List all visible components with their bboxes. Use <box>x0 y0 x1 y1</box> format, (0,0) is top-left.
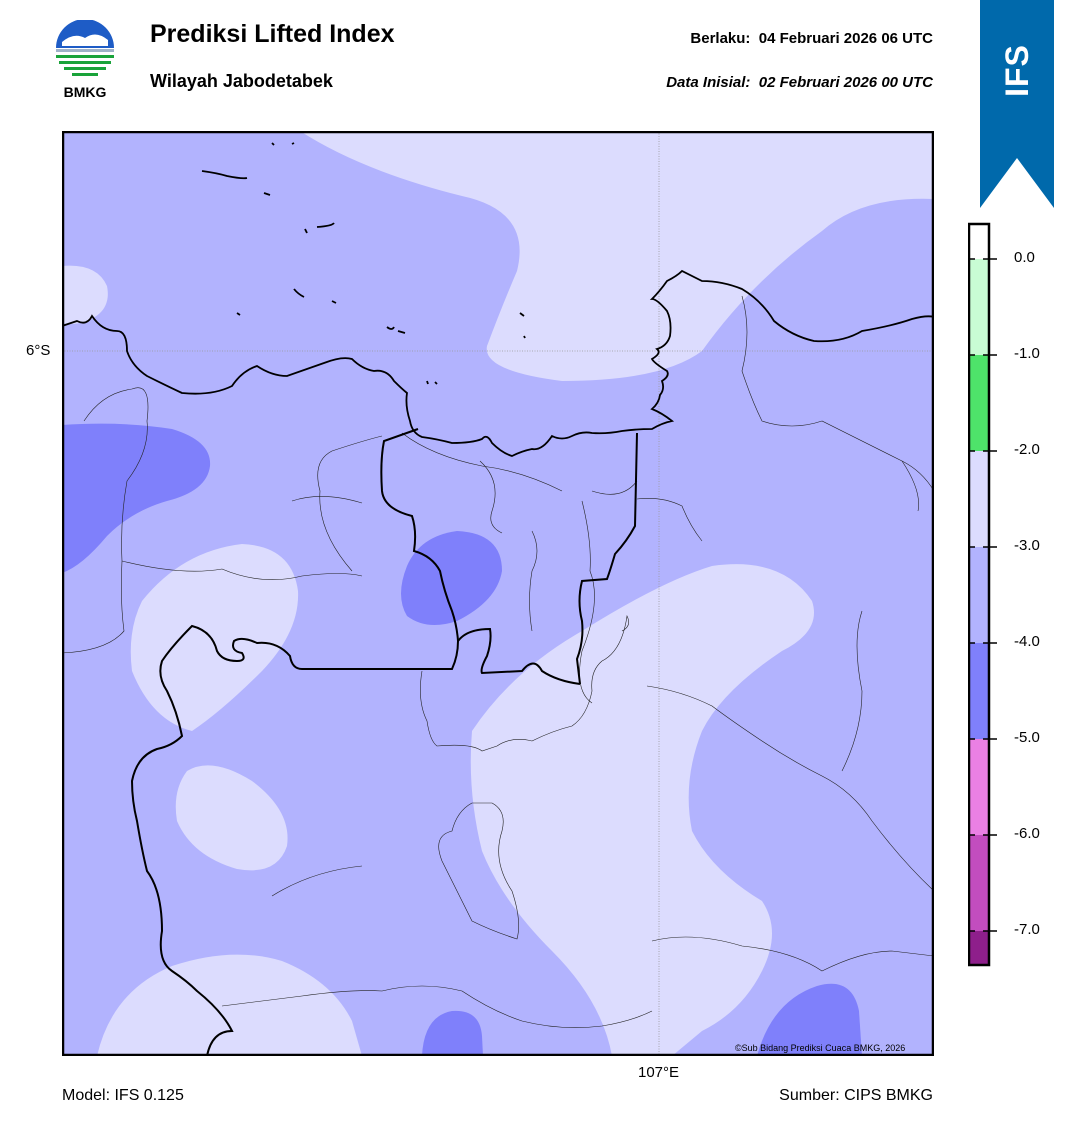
colorbar-band <box>969 224 989 259</box>
colorbar-ticks <box>969 258 997 932</box>
logo-label: BMKG <box>63 84 107 100</box>
coastline <box>62 269 934 457</box>
lifted-index-map <box>62 131 934 1056</box>
colorbar <box>968 222 997 967</box>
colorbar-band <box>969 451 989 547</box>
li-area-dark-center <box>401 531 502 625</box>
longitude-label: 107°E <box>638 1064 680 1081</box>
li-area-light-southwest-blob <box>175 765 288 871</box>
li-area-light-north <box>300 131 934 381</box>
colorbar-band <box>969 739 989 835</box>
colorbar-tick-label: -2.0 <box>1014 441 1040 458</box>
li-area-dark-west <box>62 423 211 573</box>
source-label: Sumber: CIPS BMKG <box>779 1087 933 1104</box>
model-label: Model: IFS 0.125 <box>62 1087 184 1104</box>
colorbar-band <box>969 931 989 965</box>
thousand-islands <box>201 142 526 385</box>
colorbar-tick-label: -4.0 <box>1014 633 1040 650</box>
map-frame <box>62 131 934 1056</box>
colorbar-tick-label: 0.0 <box>1014 249 1035 266</box>
ribbon-text: IFS <box>998 43 1035 97</box>
colorbar-band <box>969 355 989 451</box>
colorbar-band <box>969 547 989 643</box>
li-area-dark-south <box>422 1010 483 1056</box>
bmkg-emblem-icon <box>56 19 114 76</box>
li-area-light-center <box>470 564 814 1056</box>
colorbar-band <box>969 835 989 931</box>
valid-time: Berlaku: 04 Februari 2026 06 UTC <box>690 30 933 47</box>
province-boundaries <box>130 428 638 1056</box>
li-area-light-northwest <box>62 265 108 325</box>
model-ribbon <box>980 0 1054 208</box>
bmkg-logo: BMKG <box>52 19 118 102</box>
li-area-dark-southeast <box>757 983 862 1056</box>
colorbar-bands <box>969 224 989 965</box>
init-time: Data Inisial: 02 Februari 2026 00 UTC <box>666 74 933 91</box>
colorbar-tick-label: -5.0 <box>1014 729 1040 746</box>
latitude-label: 6°S <box>26 342 51 359</box>
colorbar-band <box>969 643 989 739</box>
colorbar-band <box>969 259 989 355</box>
colorbar-tick-label: -6.0 <box>1014 825 1040 842</box>
colorbar-tick-label: -3.0 <box>1014 537 1040 554</box>
chart-title: Prediksi Lifted Index <box>150 20 395 48</box>
ribbon-label: IFS <box>980 40 1054 100</box>
region-subtitle: Wilayah Jabodetabek <box>150 71 333 91</box>
colorbar-frame <box>968 222 991 967</box>
copyright-text: ©Sub Bidang Prediksi Cuaca BMKG, 2026 <box>735 1043 906 1053</box>
li-area-light-west <box>130 544 299 731</box>
colorbar-tick-label: -7.0 <box>1014 921 1040 938</box>
colorbar-tick-label: -1.0 <box>1014 345 1040 362</box>
